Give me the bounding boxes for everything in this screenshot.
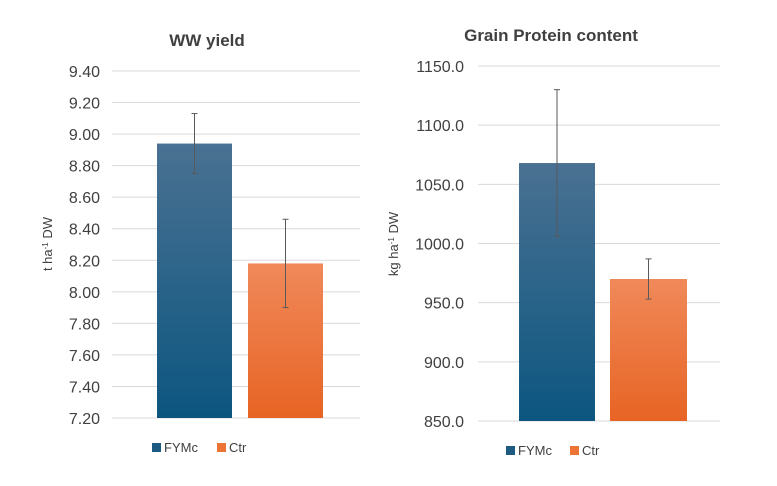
legend-swatch-ctr	[570, 446, 579, 455]
yield-tick-label: 9.40	[69, 64, 100, 81]
yield-tick-label: 8.40	[69, 222, 100, 239]
yield-tick-label: 8.20	[69, 253, 100, 270]
yield-chart-title: WW yield	[169, 31, 245, 50]
legend-swatch-fymc	[152, 443, 161, 452]
yield-tick-label: 7.40	[69, 379, 100, 396]
protein-bar-ctr	[610, 279, 687, 421]
yield-bar-fymc	[157, 143, 232, 418]
protein-chart: Grain Protein content 850.0 900.0 950.0 100…	[386, 26, 720, 458]
yield-tick-label: 9.20	[69, 96, 100, 113]
legend-label-fymc: FYMc	[164, 440, 198, 455]
protein-tick-label: 1000.0	[415, 237, 464, 254]
yield-bars	[157, 113, 323, 418]
protein-tick-label: 850.0	[424, 414, 464, 431]
yield-tick-label: 7.20	[69, 411, 100, 428]
legend-label-ctr: Ctr	[229, 440, 247, 455]
protein-chart-title: Grain Protein content	[464, 26, 638, 45]
protein-y-axis-label: kg ha-1 DW	[386, 211, 401, 276]
legend-label-fymc: FYMc	[518, 443, 552, 458]
yield-gridlines	[112, 70, 360, 419]
yield-tick-labels: 7.20 7.40 7.60 7.80 8.00 8.20 8.40 8.60 8.80 9.00…	[69, 64, 100, 428]
legend-swatch-ctr	[217, 443, 226, 452]
protein-tick-label: 1100.0	[416, 118, 464, 135]
protein-tick-label: 950.0	[424, 296, 464, 313]
protein-tick-label: 1150.0	[416, 59, 464, 76]
yield-tick-label: 8.80	[69, 159, 100, 176]
protein-tick-label: 900.0	[424, 355, 464, 372]
yield-y-axis-label: t ha-1 DW	[40, 216, 55, 271]
protein-tick-label: 1050.0	[415, 177, 464, 194]
yield-tick-label: 7.80	[69, 316, 100, 333]
yield-tick-label: 9.00	[69, 127, 100, 144]
protein-bars	[519, 89, 687, 422]
protein-tick-labels: 850.0 900.0 950.0 1000.0 1050.0 1100.0 1150.0	[415, 59, 464, 431]
yield-tick-label: 7.60	[69, 348, 100, 365]
yield-tick-label: 8.60	[69, 190, 100, 207]
yield-tick-label: 8.00	[69, 285, 100, 302]
legend-swatch-fymc	[506, 446, 515, 455]
yield-legend: FYMc Ctr	[152, 440, 247, 455]
yield-chart: WW yield 7.20 7.40 7.60 7.80 8.00 8.20 8.40 8.6…	[40, 31, 360, 455]
legend-label-ctr: Ctr	[582, 443, 600, 458]
protein-legend: FYMc Ctr	[506, 443, 600, 458]
